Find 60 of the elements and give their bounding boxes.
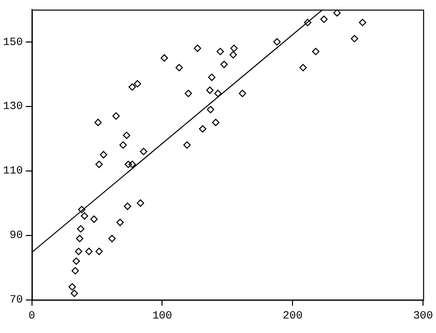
point: [85, 248, 93, 256]
point: [184, 90, 192, 98]
point: [77, 225, 84, 233]
point: [183, 141, 191, 149]
point: [229, 51, 237, 58]
y-tick-label: 90: [10, 230, 23, 242]
point: [220, 60, 228, 68]
point: [358, 18, 366, 26]
point: [100, 151, 108, 158]
point: [273, 38, 281, 46]
point: [206, 86, 214, 94]
point: [95, 160, 103, 168]
point: [72, 267, 79, 274]
point: [76, 234, 84, 242]
point: [238, 90, 246, 98]
point: [80, 212, 88, 220]
point: [70, 290, 78, 298]
point: [116, 218, 124, 226]
point: [136, 199, 144, 207]
point: [119, 141, 127, 149]
point: [134, 80, 142, 88]
point: [206, 106, 214, 114]
point: [140, 148, 148, 156]
point: [320, 16, 328, 23]
point: [208, 74, 216, 82]
point: [128, 83, 136, 91]
point: [124, 202, 132, 210]
point: [108, 234, 116, 242]
point: [68, 283, 76, 291]
point: [214, 90, 222, 98]
x-tick-label: 300: [413, 310, 434, 322]
point: [198, 125, 206, 133]
point: [312, 48, 320, 56]
point: [333, 10, 341, 17]
point: [128, 160, 136, 168]
y-tick-label: 70: [10, 294, 23, 307]
y-tick-label: 110: [2, 166, 23, 178]
point: [216, 48, 224, 56]
y-tick-label: 150: [2, 36, 23, 49]
point: [350, 34, 358, 42]
y-tick-label: 130: [2, 101, 23, 114]
x-tick-label: 0: [28, 310, 36, 322]
point: [194, 44, 202, 52]
point: [124, 160, 132, 168]
point: [94, 118, 102, 126]
point: [112, 112, 120, 120]
point: [304, 18, 312, 26]
x-tick-label: 200: [282, 310, 303, 322]
point: [175, 64, 183, 72]
x-tick-label: 100: [152, 310, 172, 322]
point: [230, 44, 238, 52]
point: [122, 132, 130, 140]
point: [90, 215, 98, 223]
point: [74, 248, 82, 256]
point: [212, 118, 220, 126]
point: [299, 64, 307, 72]
point: [78, 206, 86, 214]
point: [72, 257, 80, 265]
point: [160, 54, 168, 62]
point: [95, 248, 103, 256]
